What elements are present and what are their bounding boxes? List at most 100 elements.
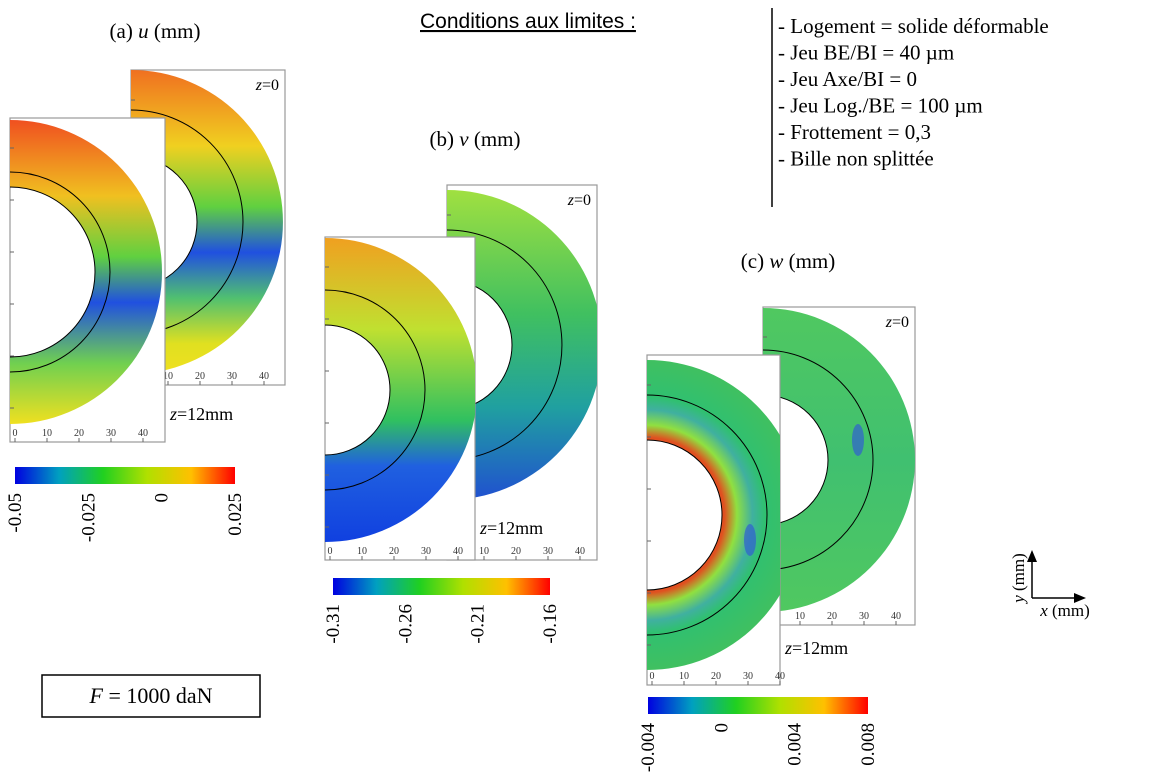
z-label: z=0 [885,314,909,331]
colorbar-tick-label: -0.16 [540,604,561,644]
z-label-part: =12mm [177,404,233,424]
field [131,70,283,374]
axis-tick-label: 10 [357,546,367,557]
axis-tick-label: 0 [13,428,18,439]
colorbar [648,697,868,714]
axis-tick-label: 40 [259,371,269,382]
z-label-part: =0 [892,314,909,331]
axis-tick-label: 30 [543,546,553,557]
axis-tick-label: 10 [679,671,689,682]
panel-label-part: (a) [110,19,133,43]
axis-tick-label: 20 [74,428,84,439]
ring-line [131,109,244,335]
axis-tick-label: 20 [389,546,399,557]
axis-tick-label: 0 [328,546,333,557]
z-label: z=12mm [479,518,543,538]
x-arrow-head [1074,593,1086,603]
contour-plot [10,120,162,424]
contour-plot [763,308,915,612]
z-label-part: =0 [574,192,591,209]
colorbar-tick-label: -0.21 [468,604,489,644]
ring-line [10,171,111,373]
axis-tick-label: 40 [453,546,463,557]
conditions-title: Conditions aux limites : [420,10,636,33]
colorbar-tick-label: 0.025 [225,493,246,536]
field [763,308,915,612]
force-box [41,674,261,718]
contour-plot [325,238,475,542]
ring-line [647,439,723,591]
axis-tick-label: 30 [859,611,869,622]
axis-tick-label: 40 [575,546,585,557]
axis-tick-label: 40 [775,671,785,682]
colorbar-tick-label: -0.31 [323,604,344,644]
field [10,120,162,424]
z-label: z=12mm [784,638,848,658]
y-arrow-head [1027,550,1037,562]
z-label: z=12mm [169,404,233,424]
axis-tick-label: 20 [195,371,205,382]
condition-item: - Jeu BE/BI = 40 µm [778,41,954,65]
y-axis-label: y (mm) [1009,553,1028,605]
panel-label-part: (c) [741,249,764,273]
axis-tick-label: 30 [743,671,753,682]
colorbar-tick-label: -0.05 [5,493,26,533]
z-label: z=0 [567,192,591,209]
ring-line [447,229,563,461]
z-label: z=0 [255,77,279,94]
condition-item: - Logement = solide déformable [778,14,1049,38]
axis-tick-label: 20 [827,611,837,622]
ring-line [10,186,96,358]
panel-label-part: (b) [430,127,455,151]
z-label-part: =0 [262,77,279,94]
panel-label-part: v [459,127,469,151]
field [647,360,780,670]
y-axis-label-part: y [1009,595,1028,605]
y-axis-label-part: (mm) [1009,553,1028,591]
ring-line [647,394,768,636]
z-label-part: z [169,404,177,424]
ring-line [325,289,426,491]
panel-label-part: (mm) [154,19,201,43]
condition-item: - Bille non splittée [778,147,934,171]
z-label-part: z [479,518,487,538]
x-axis-label-part: (mm) [1052,601,1090,620]
force-label: F = 1000 daN [88,683,212,708]
panel-label-part: w [769,249,783,273]
panel-label: (a) u (mm) [110,19,201,43]
field-spot [744,524,756,556]
colorbar-tick-label: 0 [152,493,173,503]
panel-label: (c) w (mm) [741,249,835,273]
colorbar-tick-label: -0.004 [638,723,659,773]
panel-label-part: u [138,19,149,43]
x-axis-label: x (mm) [1039,601,1090,620]
field-spot [852,424,864,456]
colorbar-tick-label: 0 [711,723,732,733]
z-label-part: =12mm [487,518,543,538]
z-label-part: z [885,314,893,331]
force-label-part: = 1000 daN [108,683,212,708]
z-label-part: z [784,638,792,658]
condition-item: - Jeu Axe/BI = 0 [778,67,917,91]
axis-tick-label: 10 [479,546,489,557]
condition-item: - Jeu Log./BE = 100 µm [778,94,983,118]
axis-tick-label: 10 [795,611,805,622]
axis-tick-label: 40 [138,428,148,439]
axis-tick-label: 10 [42,428,52,439]
panel-label: (b) v (mm) [430,127,521,151]
colorbar-tick-label: 0.004 [785,723,806,766]
contour-plot [647,360,780,670]
z-label-part: z [567,192,575,209]
z-label-part: z [255,77,263,94]
colorbar-tick-label: -0.025 [78,493,99,542]
colorbar-tick-label: 0.008 [858,723,879,766]
z-label-part: =12mm [792,638,848,658]
force-label-part: F [88,683,103,708]
ring-line [325,324,391,456]
axis-tick-label: 20 [511,546,521,557]
panel-label-part: (mm) [474,127,521,151]
condition-item: - Frottement = 0,3 [778,120,931,144]
axis-tick-label: 30 [106,428,116,439]
colorbar [333,578,550,595]
colorbar [15,467,235,484]
